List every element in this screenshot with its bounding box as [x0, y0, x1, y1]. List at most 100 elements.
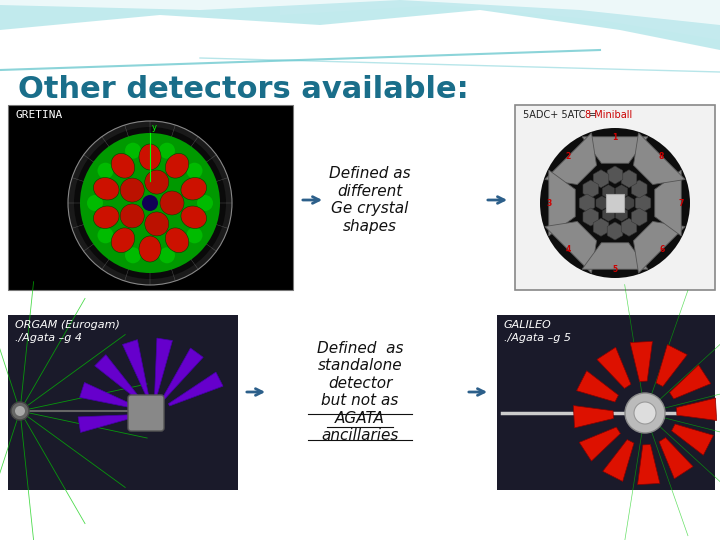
Text: 8 Miniball: 8 Miniball: [585, 110, 632, 120]
Polygon shape: [582, 137, 648, 163]
Polygon shape: [593, 170, 609, 188]
Polygon shape: [545, 133, 597, 185]
Text: 4: 4: [566, 245, 571, 254]
Polygon shape: [163, 348, 203, 399]
Circle shape: [160, 191, 184, 215]
Ellipse shape: [94, 206, 119, 228]
Polygon shape: [631, 208, 647, 226]
Circle shape: [120, 204, 144, 228]
Ellipse shape: [166, 228, 189, 253]
Polygon shape: [597, 347, 631, 388]
FancyBboxPatch shape: [515, 105, 715, 290]
Text: 6: 6: [659, 245, 665, 254]
Polygon shape: [630, 341, 652, 381]
Circle shape: [120, 178, 144, 202]
Circle shape: [125, 143, 141, 159]
Polygon shape: [583, 180, 598, 198]
Circle shape: [97, 163, 114, 179]
Ellipse shape: [181, 178, 207, 200]
Text: y: y: [152, 123, 157, 132]
Circle shape: [142, 195, 158, 211]
Text: 7: 7: [678, 199, 684, 207]
Text: GRETINA: GRETINA: [15, 110, 62, 120]
Text: GALILEO: GALILEO: [504, 320, 552, 330]
Polygon shape: [672, 424, 714, 455]
Text: Other detectors available:: Other detectors available:: [18, 76, 469, 105]
Text: ORGAM (Eurogam): ORGAM (Eurogam): [15, 320, 120, 330]
Polygon shape: [634, 221, 685, 273]
Circle shape: [159, 247, 175, 264]
Polygon shape: [603, 207, 615, 221]
Polygon shape: [607, 222, 623, 240]
Circle shape: [97, 227, 114, 244]
Text: 5: 5: [613, 265, 618, 273]
Circle shape: [634, 402, 656, 424]
Text: 5ADC+ 5ATC =: 5ADC+ 5ATC =: [523, 110, 600, 120]
Polygon shape: [631, 180, 647, 198]
Polygon shape: [677, 398, 716, 421]
Polygon shape: [616, 207, 628, 221]
Ellipse shape: [111, 153, 135, 178]
Text: ./Agata –g 4: ./Agata –g 4: [15, 333, 82, 343]
Polygon shape: [577, 371, 618, 402]
Polygon shape: [0, 0, 720, 65]
Polygon shape: [622, 196, 634, 210]
Polygon shape: [659, 437, 693, 479]
Ellipse shape: [111, 228, 135, 253]
Polygon shape: [656, 345, 688, 387]
Polygon shape: [637, 444, 660, 484]
Polygon shape: [80, 382, 136, 409]
Polygon shape: [670, 365, 711, 399]
Polygon shape: [621, 170, 636, 188]
Circle shape: [197, 195, 213, 211]
Polygon shape: [579, 194, 595, 212]
Polygon shape: [95, 355, 141, 401]
Circle shape: [11, 402, 29, 420]
Circle shape: [15, 406, 25, 416]
Ellipse shape: [139, 236, 161, 262]
Polygon shape: [654, 170, 681, 236]
Polygon shape: [0, 0, 720, 25]
Text: 2: 2: [566, 152, 571, 161]
Circle shape: [540, 128, 690, 278]
Circle shape: [145, 170, 168, 194]
Polygon shape: [168, 372, 223, 406]
Polygon shape: [155, 338, 172, 395]
Polygon shape: [621, 218, 636, 236]
Circle shape: [87, 195, 103, 211]
Polygon shape: [0, 0, 720, 50]
FancyBboxPatch shape: [8, 315, 238, 490]
Polygon shape: [635, 194, 651, 212]
Polygon shape: [573, 406, 613, 428]
Polygon shape: [603, 440, 634, 482]
Text: 1: 1: [613, 132, 618, 141]
Ellipse shape: [94, 178, 119, 200]
Circle shape: [125, 247, 141, 264]
Polygon shape: [549, 170, 575, 236]
Polygon shape: [78, 415, 135, 433]
Polygon shape: [596, 196, 608, 210]
Polygon shape: [616, 185, 628, 199]
Polygon shape: [593, 218, 609, 236]
Ellipse shape: [139, 144, 161, 170]
Polygon shape: [580, 427, 621, 461]
Text: Defined  as
standalone
detector
but not as
AGATA
ancillaries: Defined as standalone detector but not a…: [317, 341, 403, 443]
FancyBboxPatch shape: [497, 315, 715, 490]
Polygon shape: [545, 221, 597, 273]
Polygon shape: [280, 0, 720, 40]
Circle shape: [74, 127, 226, 279]
Ellipse shape: [181, 206, 207, 228]
Text: ./Agata –g 5: ./Agata –g 5: [504, 333, 571, 343]
FancyBboxPatch shape: [8, 105, 293, 290]
Polygon shape: [582, 243, 648, 269]
Polygon shape: [583, 208, 598, 226]
Circle shape: [625, 393, 665, 433]
Polygon shape: [122, 340, 148, 396]
Circle shape: [186, 163, 202, 179]
Circle shape: [186, 227, 202, 244]
FancyBboxPatch shape: [128, 395, 164, 431]
Circle shape: [159, 143, 175, 159]
Text: 8: 8: [659, 152, 665, 161]
Polygon shape: [607, 166, 623, 184]
Circle shape: [145, 212, 168, 236]
